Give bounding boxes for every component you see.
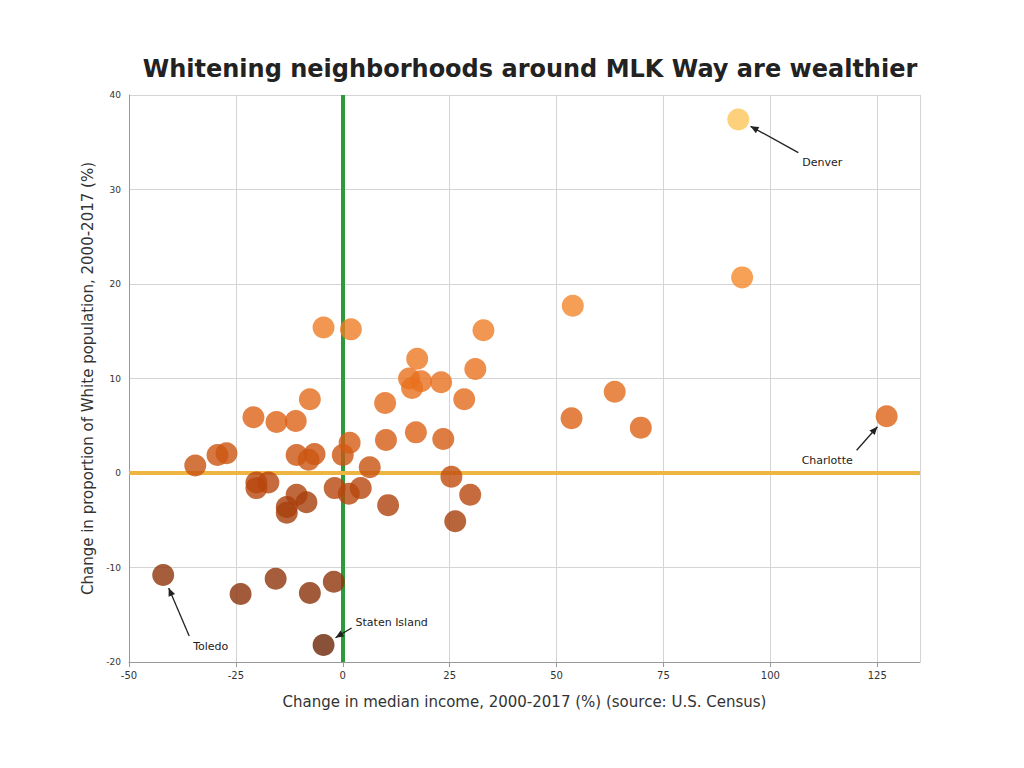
svg-text:40: 40 — [110, 90, 122, 100]
svg-text:0: 0 — [115, 468, 121, 478]
svg-text:20: 20 — [110, 279, 122, 289]
svg-text:10: 10 — [110, 374, 122, 384]
svg-text:125: 125 — [868, 670, 887, 681]
svg-text:-50: -50 — [121, 670, 137, 681]
svg-text:0: 0 — [340, 670, 346, 681]
svg-text:Whitening neighborhoods around: Whitening neighborhoods around MLK Way a… — [143, 55, 918, 83]
svg-text:-25: -25 — [228, 670, 244, 681]
svg-text:25: 25 — [443, 670, 456, 681]
svg-text:Denver: Denver — [802, 156, 842, 169]
svg-text:100: 100 — [761, 670, 780, 681]
svg-text:Change in proportion of White: Change in proportion of White population… — [79, 162, 97, 595]
svg-text:Change in median income, 2000-: Change in median income, 2000-2017 (%) (… — [283, 693, 767, 711]
svg-text:50: 50 — [550, 670, 563, 681]
svg-text:Toledo: Toledo — [192, 640, 228, 653]
svg-text:Charlotte: Charlotte — [802, 454, 853, 467]
svg-text:-20: -20 — [106, 657, 121, 667]
svg-text:Staten Island: Staten Island — [356, 616, 428, 629]
svg-text:30: 30 — [110, 185, 122, 195]
svg-text:75: 75 — [657, 670, 670, 681]
svg-text:-10: -10 — [106, 563, 121, 573]
